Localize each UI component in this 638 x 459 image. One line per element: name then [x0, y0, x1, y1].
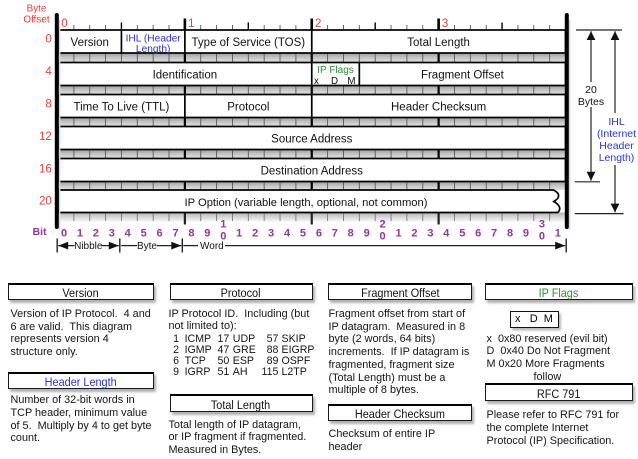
svg-text:Type of Service (TOS): Type of Service (TOS)	[192, 37, 306, 49]
svg-text:1: 1	[555, 227, 561, 239]
svg-text:4: 4	[45, 66, 52, 78]
svg-text:Time To Live (TTL): Time To Live (TTL)	[74, 101, 170, 113]
svg-text:8: 8	[507, 227, 513, 239]
svg-text:Byte: Byte	[137, 241, 157, 252]
svg-text:6: 6	[475, 227, 481, 239]
svg-text:M: M	[347, 76, 355, 87]
svg-text:Byte: Byte	[27, 3, 47, 14]
svg-text:Destination Address: Destination Address	[261, 165, 364, 177]
svg-text:Header Checksum: Header Checksum	[391, 101, 486, 113]
svg-text:8: 8	[45, 99, 51, 111]
svg-text:Header: Header	[599, 140, 634, 152]
svg-text:Fragment Offset: Fragment Offset	[421, 69, 505, 81]
svg-text:2: 2	[315, 18, 321, 30]
svg-text:0: 0	[539, 231, 545, 243]
svg-text:20: 20	[585, 84, 597, 96]
svg-text:9: 9	[523, 227, 529, 239]
svg-text:8: 8	[188, 227, 194, 239]
svg-text:Length): Length)	[136, 44, 171, 55]
svg-text:x: x	[314, 76, 319, 87]
svg-text:12: 12	[39, 131, 52, 143]
svg-text:7: 7	[491, 227, 497, 239]
svg-text:IHL (Header: IHL (Header	[126, 34, 182, 45]
svg-text:1: 1	[77, 227, 83, 239]
svg-text:Bytes: Bytes	[578, 96, 604, 108]
svg-text:2: 2	[252, 227, 258, 239]
svg-text:Nibble: Nibble	[74, 241, 103, 252]
svg-text:9: 9	[204, 227, 210, 239]
svg-text:IHL: IHL	[608, 116, 625, 128]
svg-text:Bit: Bit	[33, 226, 48, 238]
svg-text:Source Address: Source Address	[271, 133, 352, 145]
svg-text:1: 1	[188, 18, 194, 30]
svg-text:Total Length: Total Length	[407, 37, 470, 49]
svg-text:3: 3	[109, 227, 115, 239]
svg-text:5: 5	[300, 227, 306, 239]
svg-text:20: 20	[39, 196, 52, 208]
svg-text:6: 6	[157, 227, 163, 239]
svg-text:Offset: Offset	[23, 15, 49, 26]
svg-text:6: 6	[316, 227, 322, 239]
svg-text:5: 5	[459, 227, 465, 239]
svg-text:2: 2	[411, 227, 417, 239]
svg-text:16: 16	[39, 163, 52, 175]
svg-text:4: 4	[284, 227, 291, 239]
svg-text:3: 3	[442, 18, 448, 30]
svg-text:0: 0	[380, 231, 386, 243]
svg-text:5: 5	[141, 227, 147, 239]
svg-text:Word: Word	[200, 241, 224, 252]
svg-text:0: 0	[45, 34, 51, 46]
svg-text:3: 3	[539, 219, 545, 231]
svg-text:D: D	[331, 76, 338, 87]
svg-text:Identification: Identification	[153, 69, 218, 81]
svg-text:1: 1	[220, 219, 226, 231]
svg-text:3: 3	[268, 227, 274, 239]
svg-text:IP Option (variable length, op: IP Option (variable length, optional, no…	[185, 197, 428, 209]
svg-text:1: 1	[395, 227, 401, 239]
svg-text:4: 4	[125, 227, 132, 239]
svg-text:0: 0	[61, 18, 67, 30]
svg-text:0: 0	[220, 231, 226, 243]
svg-text:7: 7	[332, 227, 338, 239]
svg-text:7: 7	[172, 227, 178, 239]
svg-text:Protocol: Protocol	[227, 101, 269, 113]
svg-text:(Internet: (Internet	[597, 128, 636, 140]
svg-text:3: 3	[427, 227, 433, 239]
svg-text:IP Flags: IP Flags	[317, 65, 354, 76]
svg-text:2: 2	[93, 227, 99, 239]
svg-text:Version: Version	[71, 37, 109, 49]
svg-text:4: 4	[443, 227, 450, 239]
svg-text:Length): Length)	[599, 152, 635, 164]
svg-text:2: 2	[380, 219, 386, 231]
svg-text:1: 1	[236, 227, 242, 239]
svg-text:8: 8	[348, 227, 354, 239]
svg-text:9: 9	[364, 227, 370, 239]
svg-text:0: 0	[61, 227, 67, 239]
